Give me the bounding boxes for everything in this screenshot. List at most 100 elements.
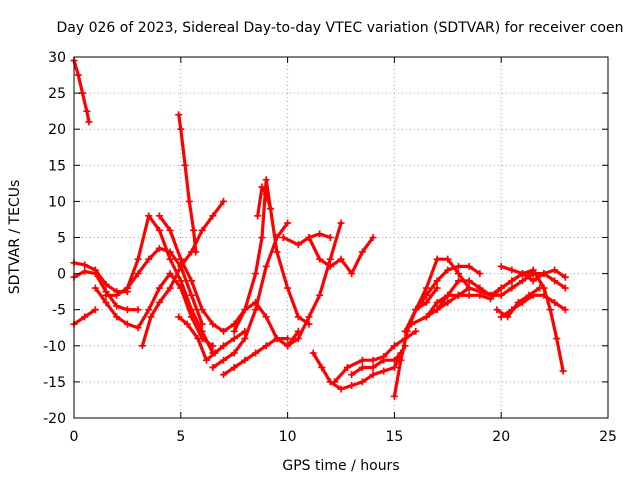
data-point bbox=[369, 371, 377, 379]
data-point bbox=[553, 335, 561, 343]
series-track bbox=[521, 268, 565, 373]
data-point bbox=[331, 378, 339, 386]
data-point bbox=[145, 255, 153, 263]
x-tick-label: 5 bbox=[176, 429, 185, 445]
data-point bbox=[305, 313, 313, 321]
data-point bbox=[561, 273, 569, 281]
data-point bbox=[316, 255, 324, 263]
data-point bbox=[397, 356, 405, 364]
data-point bbox=[326, 255, 334, 263]
data-point bbox=[262, 342, 270, 350]
data-point bbox=[262, 190, 270, 198]
data-point bbox=[230, 335, 238, 343]
data-point bbox=[551, 277, 559, 285]
data-point bbox=[220, 327, 228, 335]
data-point bbox=[380, 367, 388, 375]
data-point bbox=[187, 306, 195, 314]
series-arc-8 bbox=[138, 197, 228, 350]
data-point bbox=[252, 306, 260, 314]
data-point bbox=[305, 234, 313, 241]
data-point bbox=[369, 234, 377, 241]
data-point bbox=[175, 313, 183, 321]
data-point bbox=[262, 176, 270, 184]
data-point bbox=[230, 327, 238, 335]
data-point bbox=[390, 363, 398, 371]
data-point bbox=[194, 335, 202, 343]
data-point bbox=[497, 313, 505, 321]
data-point bbox=[209, 212, 217, 220]
data-point bbox=[337, 219, 345, 227]
data-point bbox=[241, 335, 249, 343]
data-point bbox=[390, 342, 398, 350]
data-point bbox=[123, 320, 131, 328]
data-point bbox=[422, 284, 430, 292]
data-point bbox=[433, 298, 441, 306]
data-point bbox=[519, 277, 527, 285]
data-point bbox=[497, 284, 505, 292]
data-point bbox=[316, 230, 324, 238]
data-point bbox=[241, 356, 249, 364]
data-point bbox=[508, 266, 516, 274]
data-point bbox=[326, 234, 334, 241]
data-point bbox=[102, 291, 110, 299]
data-series bbox=[70, 57, 569, 400]
series-track bbox=[221, 337, 290, 377]
data-point bbox=[155, 226, 163, 234]
data-point bbox=[401, 327, 409, 335]
data-point bbox=[113, 313, 121, 321]
y-axis-title: SDTVAR / TECUs bbox=[7, 180, 23, 295]
data-point bbox=[113, 291, 121, 299]
series-track bbox=[350, 351, 403, 377]
series-track bbox=[93, 272, 215, 348]
data-point bbox=[454, 291, 462, 299]
data-point bbox=[155, 298, 163, 306]
data-point bbox=[166, 255, 174, 263]
x-axis-title: GPS time / hours bbox=[282, 458, 399, 474]
y-tick-label: 25 bbox=[48, 86, 66, 102]
data-point bbox=[209, 320, 217, 328]
data-point bbox=[497, 291, 505, 299]
x-tick-label: 0 bbox=[70, 429, 79, 445]
data-point bbox=[202, 356, 210, 364]
data-point bbox=[284, 335, 292, 343]
data-point bbox=[147, 313, 155, 321]
y-tick-label: 30 bbox=[48, 50, 66, 66]
data-point bbox=[546, 306, 554, 314]
data-point bbox=[465, 291, 473, 299]
data-point bbox=[267, 205, 275, 213]
series-track bbox=[307, 235, 375, 276]
series-track bbox=[256, 185, 273, 218]
y-tick-label: -15 bbox=[43, 375, 66, 391]
data-point bbox=[262, 262, 270, 270]
data-point bbox=[529, 266, 537, 274]
data-point bbox=[230, 349, 238, 357]
data-point bbox=[230, 363, 238, 371]
y-tick-label: 20 bbox=[48, 122, 66, 138]
data-point bbox=[134, 324, 142, 332]
data-point bbox=[198, 226, 206, 234]
data-point bbox=[390, 392, 398, 400]
data-point bbox=[444, 266, 452, 274]
data-point bbox=[348, 382, 356, 390]
data-point bbox=[465, 262, 473, 270]
data-point bbox=[412, 327, 420, 335]
series-arc-2 bbox=[70, 259, 131, 296]
data-point bbox=[412, 306, 420, 314]
data-point bbox=[102, 280, 110, 288]
data-point bbox=[358, 356, 366, 364]
data-point bbox=[187, 277, 195, 285]
data-point bbox=[258, 234, 266, 241]
data-point bbox=[181, 161, 189, 169]
data-point bbox=[138, 342, 146, 350]
data-point bbox=[390, 356, 398, 364]
data-point bbox=[433, 255, 441, 263]
data-point bbox=[454, 270, 462, 278]
data-point bbox=[166, 226, 174, 234]
data-point bbox=[284, 284, 292, 292]
data-point bbox=[83, 107, 91, 115]
data-point bbox=[284, 342, 292, 350]
y-tick-label: 5 bbox=[57, 231, 66, 247]
data-point bbox=[185, 197, 193, 205]
data-point bbox=[487, 291, 495, 299]
